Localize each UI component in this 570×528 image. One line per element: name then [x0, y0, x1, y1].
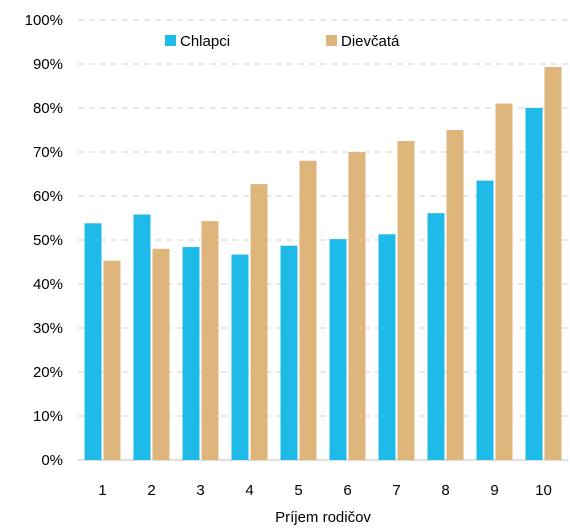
bar-dievcata-6: [348, 152, 366, 460]
gridlines: [78, 19, 568, 461]
bars: [84, 67, 562, 461]
bar-dievcata-3: [201, 221, 219, 460]
y-tick-label: 0%: [41, 452, 63, 469]
x-tick-label: 8: [441, 482, 449, 499]
bar-chlapci-4: [231, 254, 249, 460]
legend: Chlapci Dievčatá: [165, 33, 400, 50]
legend-label-dievcata: Dievčatá: [341, 33, 400, 50]
legend-swatch-dievcata: [326, 35, 337, 46]
bar-chlapci-7: [378, 234, 396, 460]
y-tick-label: 80%: [33, 100, 63, 117]
x-axis-tick-labels: 1 2 3 4 5 6 7 8 9 10: [98, 482, 552, 499]
y-tick-label: 30%: [33, 320, 63, 337]
bar-dievcata-10: [544, 67, 562, 460]
bar-chlapci-1: [84, 223, 102, 460]
y-tick-label: 10%: [33, 408, 63, 425]
bar-dievcata-1: [103, 260, 121, 460]
bar-dievcata-7: [397, 141, 415, 460]
legend-label-chlapci: Chlapci: [180, 33, 230, 50]
bar-dievcata-4: [250, 184, 268, 460]
y-tick-label: 60%: [33, 188, 63, 205]
x-tick-label: 6: [343, 482, 351, 499]
bar-chlapci-3: [182, 247, 200, 460]
bar-chlapci-5: [280, 245, 298, 460]
x-tick-label: 4: [245, 482, 253, 499]
x-tick-label: 1: [98, 482, 106, 499]
x-tick-label: 9: [490, 482, 498, 499]
bar-chlapci-9: [476, 180, 494, 460]
y-tick-label: 90%: [33, 56, 63, 73]
bar-chlapci-10: [525, 108, 543, 460]
y-tick-label: 70%: [33, 144, 63, 161]
bar-dievcata-5: [299, 160, 317, 461]
x-tick-label: 7: [392, 482, 400, 499]
y-tick-label: 20%: [33, 364, 63, 381]
y-tick-label: 50%: [33, 232, 63, 249]
x-tick-label: 3: [196, 482, 204, 499]
y-axis-tick-labels: 0% 10% 20% 30% 40% 50% 60% 70% 80% 90% 100%: [25, 12, 63, 469]
legend-swatch-chlapci: [165, 35, 176, 46]
bar-dievcata-9: [495, 103, 513, 460]
x-tick-label: 2: [147, 482, 155, 499]
x-axis-title: Príjem rodičov: [275, 509, 371, 526]
bar-dievcata-2: [152, 248, 170, 460]
bar-chlapci-2: [133, 214, 151, 460]
bar-dievcata-8: [446, 130, 464, 460]
x-tick-label: 10: [535, 482, 552, 499]
bar-chlapci-8: [427, 213, 445, 460]
bar-chlapci-6: [329, 239, 347, 460]
y-tick-label: 100%: [25, 12, 63, 29]
y-tick-label: 40%: [33, 276, 63, 293]
x-tick-label: 5: [294, 482, 302, 499]
